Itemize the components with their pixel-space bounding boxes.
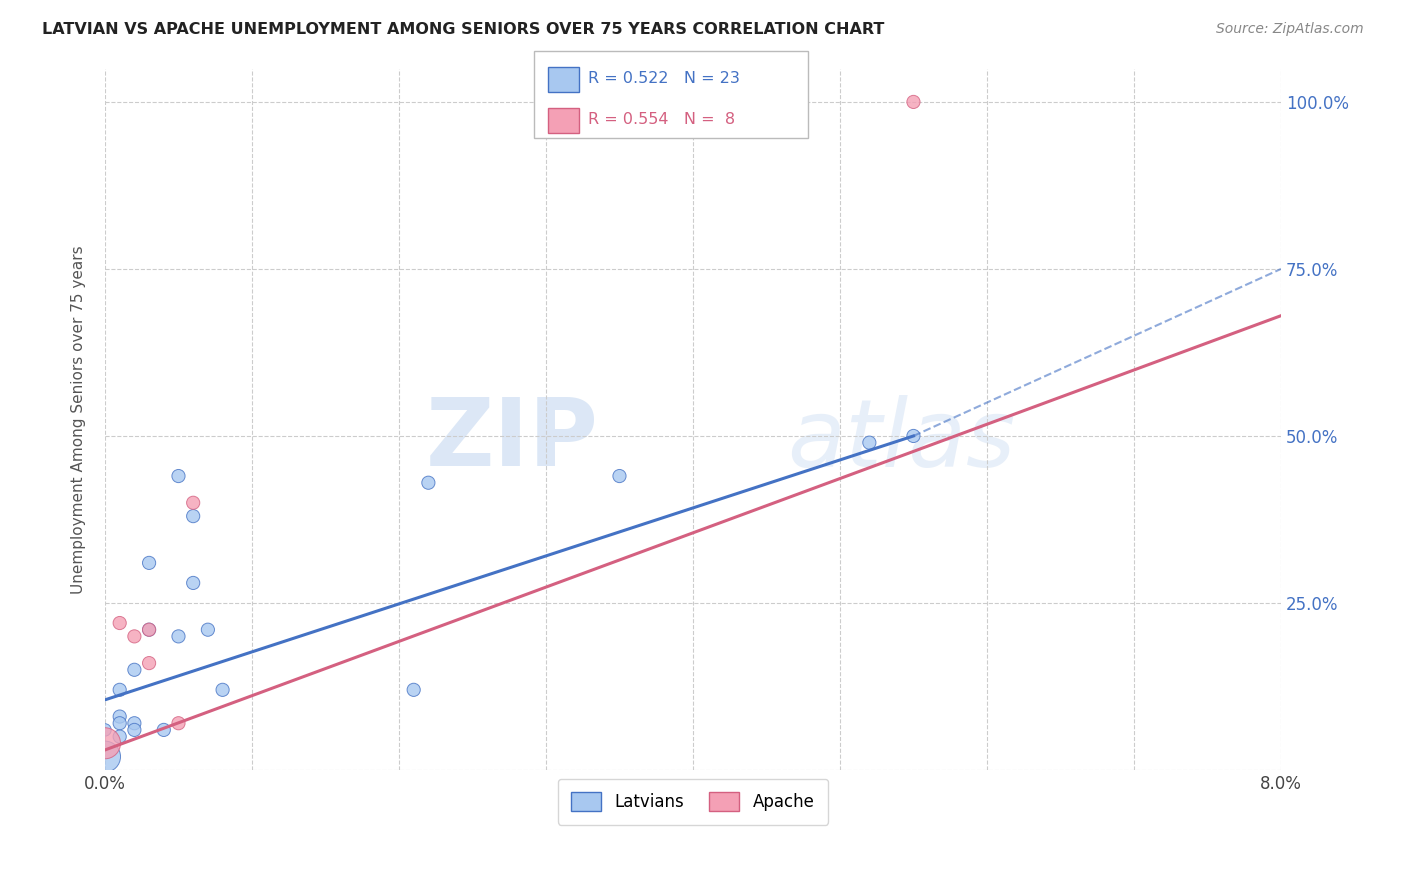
Point bbox=[197, 623, 219, 637]
Point bbox=[108, 682, 131, 697]
Point bbox=[94, 723, 117, 737]
Point bbox=[108, 615, 131, 630]
Point bbox=[858, 435, 880, 450]
Point bbox=[167, 716, 190, 731]
Point bbox=[211, 682, 233, 697]
Point bbox=[94, 736, 117, 750]
Point bbox=[124, 663, 146, 677]
Point bbox=[152, 723, 174, 737]
Point bbox=[138, 556, 160, 570]
Point bbox=[138, 623, 160, 637]
Point bbox=[124, 629, 146, 643]
Point bbox=[181, 509, 204, 524]
Point bbox=[108, 716, 131, 731]
Point bbox=[903, 429, 925, 443]
Text: ZIP: ZIP bbox=[426, 394, 599, 486]
Point bbox=[94, 749, 117, 764]
Point bbox=[167, 469, 190, 483]
Y-axis label: Unemployment Among Seniors over 75 years: Unemployment Among Seniors over 75 years bbox=[72, 245, 86, 593]
Point bbox=[903, 95, 925, 109]
Text: Source: ZipAtlas.com: Source: ZipAtlas.com bbox=[1216, 22, 1364, 37]
Text: R = 0.522   N = 23: R = 0.522 N = 23 bbox=[588, 71, 740, 87]
Point bbox=[167, 629, 190, 643]
Text: atlas: atlas bbox=[787, 395, 1015, 486]
Point bbox=[181, 496, 204, 510]
Point bbox=[418, 475, 440, 490]
Point bbox=[609, 469, 631, 483]
Point bbox=[181, 576, 204, 591]
Point bbox=[124, 723, 146, 737]
Point bbox=[138, 623, 160, 637]
Point bbox=[402, 682, 425, 697]
Point bbox=[108, 730, 131, 744]
Legend: Latvians, Apache: Latvians, Apache bbox=[558, 779, 828, 825]
Point bbox=[108, 709, 131, 723]
Text: LATVIAN VS APACHE UNEMPLOYMENT AMONG SENIORS OVER 75 YEARS CORRELATION CHART: LATVIAN VS APACHE UNEMPLOYMENT AMONG SEN… bbox=[42, 22, 884, 37]
Point bbox=[138, 656, 160, 670]
Point bbox=[124, 716, 146, 731]
Text: R = 0.554   N =  8: R = 0.554 N = 8 bbox=[588, 112, 735, 128]
